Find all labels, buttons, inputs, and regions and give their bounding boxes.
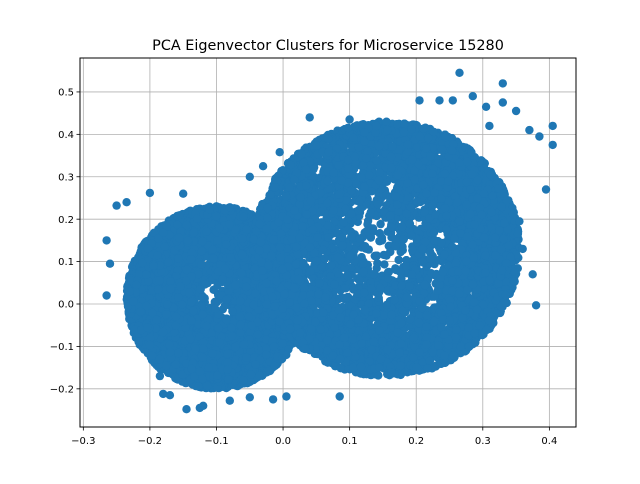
scatter-point [205,363,213,371]
scatter-point [237,269,245,277]
scatter-point [221,265,229,273]
scatter-point [250,301,258,309]
scatter-point [208,349,216,357]
scatter-point [238,251,246,259]
scatter-point [126,287,134,295]
scatter-point [198,247,206,255]
scatter-point [154,285,162,293]
scatter-point [236,313,244,321]
scatter-point [256,372,264,380]
scatter-point [212,212,220,220]
scatter-point [197,285,205,293]
scatter-point [189,307,197,315]
scatter-point [227,324,235,332]
scatter-point [197,260,205,268]
scatter-point [143,323,151,331]
scatter-point [248,321,256,329]
scatter-point [155,276,163,284]
scatter-point [174,293,182,301]
scatter-point [167,285,175,293]
scatter-point [278,355,286,363]
scatter-point [172,312,180,320]
scatter-point [254,330,262,338]
scatter-point [205,205,213,213]
scatter-point [178,300,186,308]
scatter-point [149,262,157,270]
scatter-point [164,258,172,266]
scatter-point [228,332,236,340]
scatter-point [245,312,253,320]
scatter-point [236,329,244,337]
scatter-point [187,255,195,263]
scatter-point [209,254,217,262]
scatter-point [222,296,230,304]
scatter-point [153,251,161,259]
scatter-point [162,310,170,318]
scatter-point [247,370,255,378]
scatter-point [215,224,223,232]
scatter-point [214,324,222,332]
scatter-point [159,328,167,336]
scatter-point [278,339,286,347]
scatter-point [232,281,240,289]
scatter-point [132,281,140,289]
scatter-point [175,211,183,219]
scatter-point [226,253,234,261]
scatter-point [218,275,226,283]
scatter-point [148,351,156,359]
scatter-point [199,345,207,353]
scatter-point [271,362,279,370]
scatter-point [236,321,244,329]
scatter-point [270,342,278,350]
scatter-point [223,350,231,358]
scatter-point [236,297,244,305]
scatter-point [187,317,195,325]
scatter-point [202,322,210,330]
scatter-point [182,277,190,285]
scatter-point [199,310,207,318]
scatter-point [182,221,190,229]
scatter-point [239,376,247,384]
scatter-point [198,237,206,245]
scatter-point [228,307,236,315]
scatter-point [242,283,250,291]
scatter-point [191,345,199,353]
scatter-point [138,259,146,267]
scatter-point [211,305,219,313]
scatter-point [198,375,206,383]
scatter-point [193,215,201,223]
scatter-point [213,237,221,245]
scatter-point [231,343,239,351]
scatter-point [238,234,246,242]
scatter-point [187,298,195,306]
scatter-point [222,240,230,248]
scatter-point [172,361,180,369]
scatter-point [162,362,170,370]
scatter-point [242,353,250,361]
scatter-point [185,289,193,297]
scatter-point [209,246,217,254]
chart-title: PCA Eigenvector Clusters for Microservic… [152,38,504,54]
scatter-point [163,300,171,308]
scatter-point [134,338,142,346]
scatter-point [186,335,194,343]
scatter-point [161,242,169,250]
scatter-point [166,348,174,356]
scatter-point [203,382,211,390]
scatter-point [262,350,270,358]
scatter-point [198,293,206,301]
scatter-point [194,382,202,390]
scatter-point [252,360,260,368]
scatter-point [226,220,234,228]
scatter-point [222,316,230,324]
scatter-point [174,254,182,262]
scatter-point [142,271,150,279]
scatter-point [224,366,232,374]
scatter-point [166,277,174,285]
scatter-point [203,228,211,236]
scatter-point [239,213,247,221]
scatter-point [174,349,182,357]
